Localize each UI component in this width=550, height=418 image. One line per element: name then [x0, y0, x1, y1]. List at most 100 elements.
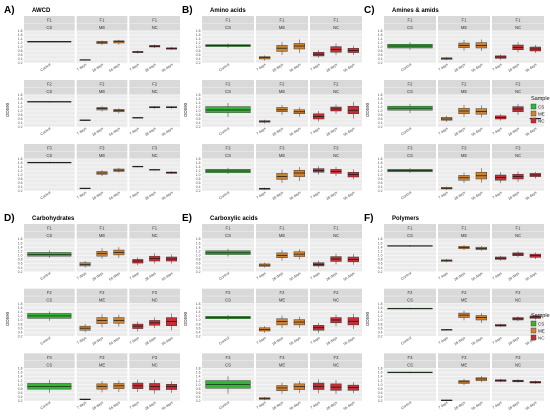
y-tick-label: 0.6	[196, 326, 201, 330]
y-tick-label: 0.8	[196, 49, 201, 53]
x-tick-label: 7 days	[129, 400, 140, 409]
y-tick-label: 0.8	[196, 113, 201, 117]
strip-row	[384, 353, 436, 361]
y-tick-label: 0.2	[196, 270, 201, 274]
strip-row	[129, 144, 180, 152]
x-tick-label: 28 days	[144, 62, 157, 73]
x-tick-label: 28 days	[453, 62, 466, 73]
figure-letter: D)	[4, 213, 15, 224]
strip-sample	[256, 360, 308, 369]
y-tick-label: 1.0	[196, 173, 201, 177]
legend-title: Sample	[531, 96, 550, 102]
x-tick-label: 56 days	[343, 271, 356, 282]
figure-c: C) Amines & amids OD590 F1 CS Control F1 ME 7 da…	[364, 5, 544, 201]
strip-row-label: F3	[226, 146, 232, 151]
y-tick-label: 1.4	[378, 37, 383, 41]
y-tick-label: 0.8	[196, 322, 201, 326]
strip-row	[76, 80, 128, 88]
strip-row	[438, 16, 490, 24]
strip-sample	[202, 360, 254, 369]
x-tick-label: 28 days	[144, 271, 157, 282]
y-tick-label: 0.6	[18, 391, 23, 395]
strip-row	[310, 224, 362, 232]
strip-sample	[492, 87, 544, 95]
y-tick-label: 0.2	[18, 335, 23, 339]
strip-row	[202, 353, 254, 361]
y-axis-label: OD590	[365, 311, 370, 326]
strip-sample	[310, 231, 362, 239]
strip-row	[202, 16, 254, 24]
x-tick-label: 7 days	[438, 190, 449, 199]
strip-row-label: F2	[226, 82, 232, 87]
strip-sample	[310, 296, 362, 304]
strip-row	[384, 80, 436, 88]
strip-row	[384, 224, 436, 232]
strip-row	[256, 353, 308, 361]
x-tick-label: 56 days	[161, 190, 174, 201]
y-tick-label: 1.2	[378, 379, 383, 383]
strip-row	[129, 16, 180, 24]
x-tick-label: 28 days	[507, 62, 520, 73]
y-tick-label: 1.0	[378, 383, 383, 387]
figure-title: Amino acids	[210, 8, 246, 14]
strip-sample	[24, 296, 75, 304]
x-tick-label: 28 days	[271, 271, 284, 282]
strip-row-label: F1	[226, 18, 232, 23]
strip-sample	[129, 87, 180, 95]
y-tick-label: 0.2	[18, 125, 23, 129]
y-tick-label: 1.6	[18, 97, 23, 101]
y-tick-label: 0.8	[378, 258, 383, 262]
y-tick-label: 1.2	[378, 41, 383, 45]
y-tick-label: 1.6	[18, 241, 23, 245]
y-tick-label: 0.2	[196, 335, 201, 339]
strip-sample-label: NC	[515, 25, 521, 30]
y-tick-label: 0.8	[18, 113, 23, 117]
strip-row-label: F1	[516, 226, 522, 231]
strip-row-label: F1	[408, 226, 414, 231]
legend-swatch	[530, 110, 537, 117]
x-tick-label: 7 days	[256, 271, 267, 280]
y-tick-label: 1.0	[18, 45, 23, 49]
y-tick-label: 1.0	[196, 45, 201, 49]
strip-row	[310, 288, 362, 296]
strip-sample	[202, 23, 254, 31]
strip-sample-label: ME	[461, 89, 467, 94]
y-tick-label: 0.4	[378, 266, 383, 270]
x-tick-label: 28 days	[91, 62, 104, 73]
strip-sample-label: ME	[461, 362, 467, 367]
strip-row	[384, 288, 436, 296]
strip-row-label: F2	[226, 290, 232, 295]
y-tick-label: 1.6	[378, 33, 383, 37]
legend-title: Sample	[531, 313, 550, 319]
y-tick-label: 1.8	[18, 302, 23, 306]
y-tick-label: 1.2	[18, 249, 23, 253]
strip-row-label: F1	[152, 226, 158, 231]
y-tick-label: 0.8	[18, 387, 23, 391]
y-tick-label: 1.2	[196, 314, 201, 318]
x-tick-label: 56 days	[525, 126, 538, 137]
strip-sample-label: NC	[333, 25, 339, 30]
x-tick-label: 56 days	[289, 336, 302, 347]
y-tick-label: 1.0	[196, 109, 201, 113]
y-tick-label: 0.8	[378, 177, 383, 181]
y-tick-label: 1.6	[196, 306, 201, 310]
x-tick-label: 28 days	[453, 271, 466, 282]
strip-sample	[384, 231, 436, 239]
x-tick-label: 56 days	[108, 126, 121, 137]
figure-letter: A)	[4, 5, 15, 16]
x-tick-label: 28 days	[271, 190, 284, 201]
y-tick-label: 0.6	[18, 262, 23, 266]
strip-sample-label: ME	[99, 25, 105, 30]
strip-sample	[256, 231, 308, 239]
y-tick-label: 1.2	[196, 105, 201, 109]
x-tick-label: 28 days	[453, 126, 466, 137]
legend-label: ME	[538, 111, 545, 116]
strip-row-label: F3	[408, 146, 414, 151]
strip-row	[310, 353, 362, 361]
x-tick-label: 7 days	[310, 190, 321, 199]
y-tick-label: 0.6	[18, 326, 23, 330]
y-tick-label: 0.8	[378, 387, 383, 391]
strip-sample	[384, 296, 436, 304]
y-axis-label: OD590	[5, 311, 10, 326]
strip-row	[256, 80, 308, 88]
